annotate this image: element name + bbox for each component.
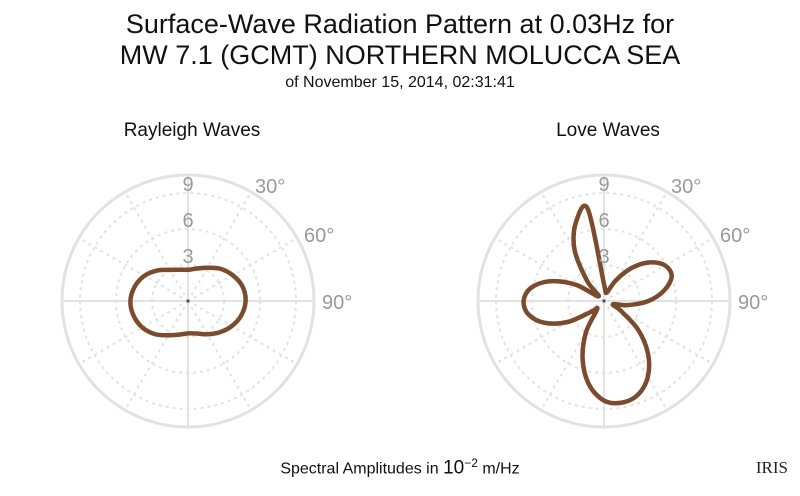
angle-grid-line: [124, 300, 189, 411]
chart-subtitle: of November 15, 2014, 02:31:41: [285, 74, 515, 91]
angle-grid-line: [78, 237, 189, 302]
radial-tick-label: 9: [182, 174, 193, 196]
angle-grid-line: [187, 237, 298, 302]
angle-grid-line: [78, 300, 189, 365]
radiation-pattern-line: [128, 265, 248, 338]
radiation-pattern-line: [521, 203, 674, 406]
footer-exponent: −2: [464, 456, 478, 470]
center-dot: [186, 299, 190, 303]
rayleigh-polar-plot: 3 6 9 30° 60° 90°: [60, 173, 352, 429]
radial-tick-label: 6: [182, 210, 193, 232]
angle-grid-line: [603, 300, 668, 411]
angle-grid-line: [124, 191, 189, 302]
angle-tick-label: 90°: [738, 292, 768, 314]
angle-grid-line: [494, 300, 605, 365]
center-dot: [602, 299, 606, 303]
angle-tick-label: 30°: [255, 176, 285, 198]
angle-grid-line: [603, 237, 714, 302]
love-panel-title: Love Waves: [556, 120, 660, 141]
footer-unit: m/Hz: [477, 460, 520, 478]
angle-grid-line: [187, 300, 298, 365]
love-polar-plot: 3 6 9 30° 60° 90°: [476, 173, 768, 429]
rayleigh-panel-title: Rayleigh Waves: [123, 120, 261, 141]
iris-logo: IRIS: [755, 458, 788, 477]
radial-tick-label: 3: [598, 246, 609, 268]
angle-grid-line: [187, 300, 252, 411]
angle-grid-line: [187, 191, 252, 302]
radial-tick-label: 9: [598, 174, 609, 196]
angle-tick-label: 90°: [322, 292, 352, 314]
radial-tick-label: 3: [182, 246, 193, 268]
angle-tick-label: 30°: [671, 176, 701, 198]
chart-title-line-2: MW 7.1 (GCMT) NORTHERN MOLUCCA SEA: [119, 40, 681, 70]
amplitude-units-label: Spectral Amplitudes in 10−2 m/Hz: [0, 456, 800, 479]
radial-tick-label: 6: [598, 210, 609, 232]
angle-tick-label: 60°: [304, 225, 334, 247]
angle-tick-label: 60°: [720, 225, 750, 247]
chart-title-line-1: Surface-Wave Radiation Pattern at 0.03Hz…: [125, 9, 675, 39]
footer-base: 10: [443, 457, 465, 479]
footer-prefix: Spectral Amplitudes in: [280, 460, 444, 478]
